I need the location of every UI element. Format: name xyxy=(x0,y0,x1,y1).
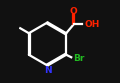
Text: N: N xyxy=(44,66,51,75)
Text: OH: OH xyxy=(84,20,99,29)
Text: O: O xyxy=(70,7,78,16)
Text: Br: Br xyxy=(73,54,85,63)
